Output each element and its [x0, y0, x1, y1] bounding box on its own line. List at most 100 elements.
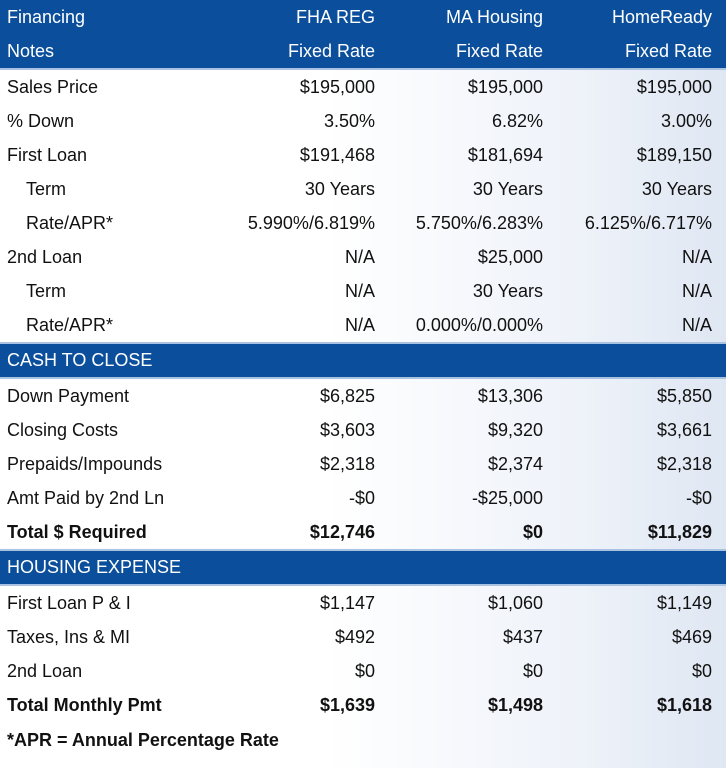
header-ma-housing: MA Housing: [445, 6, 543, 27]
table-row: 2nd Loan $0 $0 $0: [0, 654, 726, 688]
table-row: Taxes, Ins & MI $492 $437 $469: [0, 620, 726, 654]
value-homeready: $5,850: [656, 385, 712, 406]
value-ma-housing: 30 Years: [472, 178, 543, 199]
value-fha: -$0: [348, 487, 375, 508]
table-row: 2nd Loan N/A $25,000 N/A: [0, 240, 726, 274]
value-homeready: $1,149: [656, 592, 712, 613]
table-row: Total $ Required $12,746 $0 $11,829: [0, 515, 726, 549]
value-ma-housing: 30 Years: [472, 280, 543, 301]
header-fha: FHA REG: [295, 6, 375, 27]
row-label: 2nd Loan: [7, 660, 83, 681]
table-row: Total Monthly Pmt $1,639 $1,498 $1,618: [0, 688, 726, 722]
table-row: Term N/A 30 Years N/A: [0, 274, 726, 308]
value-ma-housing: $13,306: [477, 385, 543, 406]
header-row-types: Notes Fixed Rate Fixed Rate Fixed Rate: [0, 34, 726, 68]
value-homeready: $11,829: [647, 521, 712, 542]
value-fha: N/A: [344, 314, 375, 335]
row-label: First Loan: [7, 144, 88, 165]
value-homeready: $2,318: [656, 453, 712, 474]
table-row: Closing Costs $3,603 $9,320 $3,661: [0, 413, 726, 447]
row-label: Rate/APR*: [26, 314, 114, 335]
row-label: First Loan P & I: [7, 592, 131, 613]
table-header: Financing FHA REG MA Housing HomeReady N…: [0, 0, 726, 70]
table-row: First Loan $191,468 $181,694 $189,150: [0, 138, 726, 172]
value-fha: $1,147: [319, 592, 375, 613]
row-label: Total Monthly Pmt: [7, 694, 162, 715]
row-label: Prepaids/Impounds: [7, 453, 163, 474]
value-ma-housing: $437: [502, 626, 543, 647]
value-fha: $1,639: [319, 694, 375, 715]
row-label: 2nd Loan: [7, 246, 83, 267]
value-homeready: N/A: [681, 314, 712, 335]
financing-section: Sales Price $195,000 $195,000 $195,000 % Dow…: [0, 70, 726, 342]
row-label: Taxes, Ins & MI: [7, 626, 131, 647]
header-label: Financing: [7, 6, 86, 27]
row-label: Sales Price: [7, 76, 99, 97]
cash-to-close-section: Down Payment $6,825 $13,306 $5,850 Closing C…: [0, 379, 726, 549]
header-label: Notes: [7, 40, 55, 61]
value-homeready: 6.125%/6.717%: [584, 212, 712, 233]
value-fha: 30 Years: [304, 178, 375, 199]
value-ma-housing: $1,060: [487, 592, 543, 613]
row-label: Total $ Required: [7, 521, 147, 542]
row-label: Closing Costs: [7, 419, 119, 440]
header-homeready-type: Fixed Rate: [624, 40, 712, 61]
value-fha: $12,746: [309, 521, 375, 542]
value-ma-housing: $181,694: [467, 144, 543, 165]
table-row: Prepaids/Impounds $2,318 $2,374 $2,318: [0, 447, 726, 481]
value-ma-housing: $9,320: [487, 419, 543, 440]
table-row: Term 30 Years 30 Years 30 Years: [0, 172, 726, 206]
value-homeready: $3,661: [656, 419, 712, 440]
row-label: Amt Paid by 2nd Ln: [7, 487, 165, 508]
value-fha: $191,468: [299, 144, 375, 165]
value-homeready: $1,618: [656, 694, 712, 715]
value-ma-housing: $0: [522, 660, 543, 681]
value-homeready: 3.00%: [660, 110, 712, 131]
row-label: Term: [26, 280, 66, 301]
value-fha: $492: [334, 626, 375, 647]
value-ma-housing: $195,000: [467, 76, 543, 97]
table-row: Rate/APR* N/A 0.000%/0.000% N/A: [0, 308, 726, 342]
row-label: Term: [26, 178, 66, 199]
value-homeready: 30 Years: [641, 178, 712, 199]
value-fha: $6,825: [319, 385, 375, 406]
header-ma-type: Fixed Rate: [455, 40, 543, 61]
value-ma-housing: $2,374: [487, 453, 543, 474]
value-homeready: $469: [671, 626, 712, 647]
header-homeready: HomeReady: [611, 6, 712, 27]
value-homeready: $195,000: [636, 76, 712, 97]
value-ma-housing: -$25,000: [471, 487, 543, 508]
value-fha: 5.990%/6.819%: [247, 212, 375, 233]
header-fha-type: Fixed Rate: [287, 40, 375, 61]
table-row: Amt Paid by 2nd Ln -$0 -$25,000 -$0: [0, 481, 726, 515]
value-fha: $2,318: [319, 453, 375, 474]
cash-to-close-header: CASH TO CLOSE: [0, 342, 726, 379]
value-ma-housing: $25,000: [477, 246, 543, 267]
value-homeready: $0: [691, 660, 712, 681]
table-row: First Loan P & I $1,147 $1,060 $1,149: [0, 586, 726, 620]
housing-expense-header: HOUSING EXPENSE: [0, 549, 726, 586]
row-label: % Down: [7, 110, 75, 131]
value-ma-housing: 0.000%/0.000%: [415, 314, 543, 335]
value-homeready: N/A: [681, 280, 712, 301]
table-row: % Down 3.50% 6.82% 3.00%: [0, 104, 726, 138]
footnote: *APR = Annual Percentage Rate: [7, 729, 279, 750]
value-ma-housing: $0: [522, 521, 543, 542]
row-label: Down Payment: [7, 385, 130, 406]
value-homeready: -$0: [685, 487, 712, 508]
table-row: Rate/APR* 5.990%/6.819% 5.750%/6.283% 6.125…: [0, 206, 726, 240]
housing-expense-section: First Loan P & I $1,147 $1,060 $1,149 Taxes,…: [0, 586, 726, 722]
row-label: Rate/APR*: [26, 212, 114, 233]
value-fha: $3,603: [319, 419, 375, 440]
value-ma-housing: 6.82%: [491, 110, 543, 131]
header-row-programs: Financing FHA REG MA Housing HomeReady: [0, 0, 726, 34]
value-homeready: $189,150: [636, 144, 712, 165]
value-fha: $195,000: [299, 76, 375, 97]
value-ma-housing: 5.750%/6.283%: [415, 212, 543, 233]
value-homeready: N/A: [681, 246, 712, 267]
value-fha: N/A: [344, 280, 375, 301]
value-fha: N/A: [344, 246, 375, 267]
value-ma-housing: $1,498: [487, 694, 543, 715]
value-fha: 3.50%: [323, 110, 375, 131]
table-row: Down Payment $6,825 $13,306 $5,850: [0, 379, 726, 413]
